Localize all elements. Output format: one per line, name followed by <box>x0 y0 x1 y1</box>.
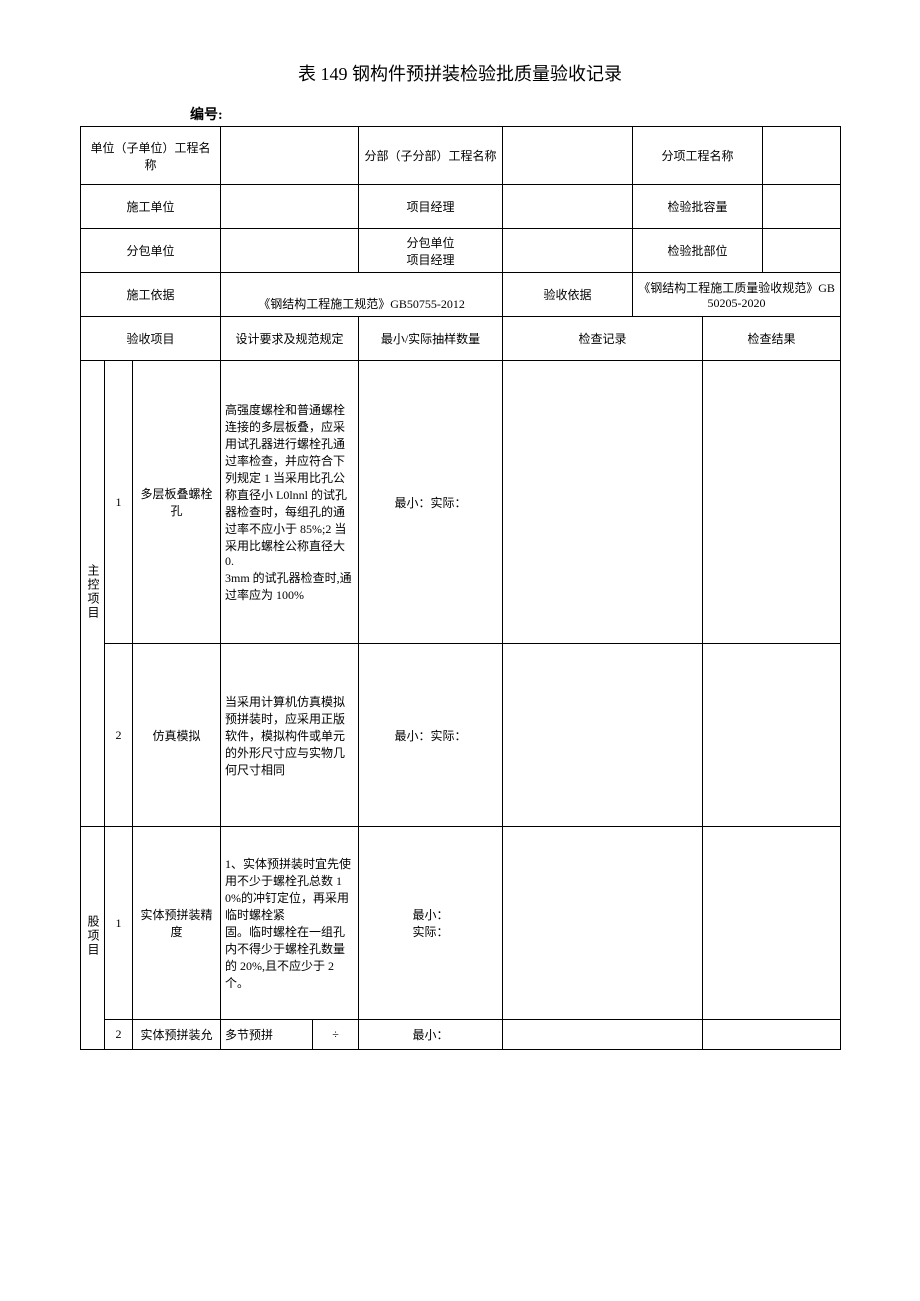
subcontract-pm-label: 分包单位 项目经理 <box>359 229 503 273</box>
construction-unit-label: 施工单位 <box>81 185 221 229</box>
row1-spec: 高强度螺栓和普通螺栓连接的多层板叠，应采用试孔器进行螺栓孔通过率检查，并应符合下… <box>221 361 359 644</box>
row1-result <box>703 361 841 644</box>
acceptance-basis-label: 验收依据 <box>503 273 633 317</box>
row1-num: 1 <box>105 361 133 644</box>
batch-location-value <box>763 229 841 273</box>
row2-result <box>703 644 841 827</box>
row3-spec: 1、实体预拼装时宜先使用不少于螺栓孔总数 10%的冲钉定位，再采用临时螺栓紧 固… <box>221 827 359 1020</box>
row4-record <box>503 1020 703 1050</box>
row3-record <box>503 827 703 1020</box>
row1-record <box>503 361 703 644</box>
group-general: 股项目 <box>81 827 105 1050</box>
row2-record <box>503 644 703 827</box>
item-project-label: 分项工程名称 <box>633 127 763 185</box>
acceptance-basis-value: 《钢结构工程施工质量验收规范》GB50205-2020 <box>633 273 841 317</box>
col-sample-qty: 最小/实际抽样数量 <box>359 317 503 361</box>
sub-project-value <box>503 127 633 185</box>
row3-qty: 最小： 实际： <box>359 827 503 1020</box>
unit-project-label: 单位（子单位）工程名称 <box>81 127 221 185</box>
subcontract-unit-label: 分包单位 <box>81 229 221 273</box>
batch-capacity-value <box>763 185 841 229</box>
page-title: 表 149 钢构件预拼装检验批质量验收记录 <box>80 60 840 86</box>
acceptance-record-table: 单位（子单位）工程名称 分部（子分部）工程名称 分项工程名称 施工单位 项目经理… <box>80 126 841 1050</box>
subcontract-unit-value <box>221 229 359 273</box>
row3-num: 1 <box>105 827 133 1020</box>
row4-qty: 最小： <box>359 1020 503 1050</box>
subcontract-pm-value <box>503 229 633 273</box>
sub-project-label: 分部（子分部）工程名称 <box>359 127 503 185</box>
construction-basis-value: 《钢结构工程施工规范》GB50755-2012 <box>221 273 503 317</box>
item-project-value <box>763 127 841 185</box>
row2-qty: 最小：实际： <box>359 644 503 827</box>
col-inspection-result: 检查结果 <box>703 317 841 361</box>
row4-num: 2 <box>105 1020 133 1050</box>
col-acceptance-item: 验收项目 <box>81 317 221 361</box>
col-design-spec: 设计要求及规范规定 <box>221 317 359 361</box>
project-manager-label: 项目经理 <box>359 185 503 229</box>
serial-number-label: 编号: <box>190 104 840 124</box>
batch-location-label: 检验批部位 <box>633 229 763 273</box>
row1-name: 多层板叠螺栓孔 <box>133 361 221 644</box>
row2-spec: 当采用计算机仿真模拟预拼装时，应采用正版软件，模拟构件或单元的外形尺寸应与实物几… <box>221 644 359 827</box>
project-manager-value <box>503 185 633 229</box>
row4-spec-b: ÷ <box>313 1020 359 1050</box>
row2-name: 仿真模拟 <box>133 644 221 827</box>
unit-project-value <box>221 127 359 185</box>
row1-qty: 最小：实际： <box>359 361 503 644</box>
row3-name: 实体预拼装精度 <box>133 827 221 1020</box>
col-inspection-record: 检查记录 <box>503 317 703 361</box>
group-main-control: 主控项目 <box>81 361 105 827</box>
row4-spec-a: 多节预拼 <box>221 1020 313 1050</box>
batch-capacity-label: 检验批容量 <box>633 185 763 229</box>
row3-result <box>703 827 841 1020</box>
row2-num: 2 <box>105 644 133 827</box>
construction-unit-value <box>221 185 359 229</box>
row4-result <box>703 1020 841 1050</box>
construction-basis-label: 施工依据 <box>81 273 221 317</box>
row4-name: 实体预拼装允 <box>133 1020 221 1050</box>
